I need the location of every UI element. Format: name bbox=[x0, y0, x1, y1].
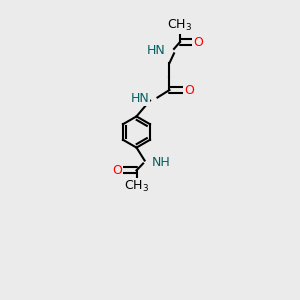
Text: HN: HN bbox=[130, 92, 149, 105]
Text: O: O bbox=[193, 35, 203, 49]
Text: HN: HN bbox=[146, 44, 165, 57]
Text: CH$_3$: CH$_3$ bbox=[124, 179, 149, 194]
Text: NH: NH bbox=[152, 155, 171, 169]
Text: CH$_3$: CH$_3$ bbox=[167, 18, 193, 33]
Text: O: O bbox=[184, 83, 194, 97]
Text: O: O bbox=[112, 164, 122, 177]
